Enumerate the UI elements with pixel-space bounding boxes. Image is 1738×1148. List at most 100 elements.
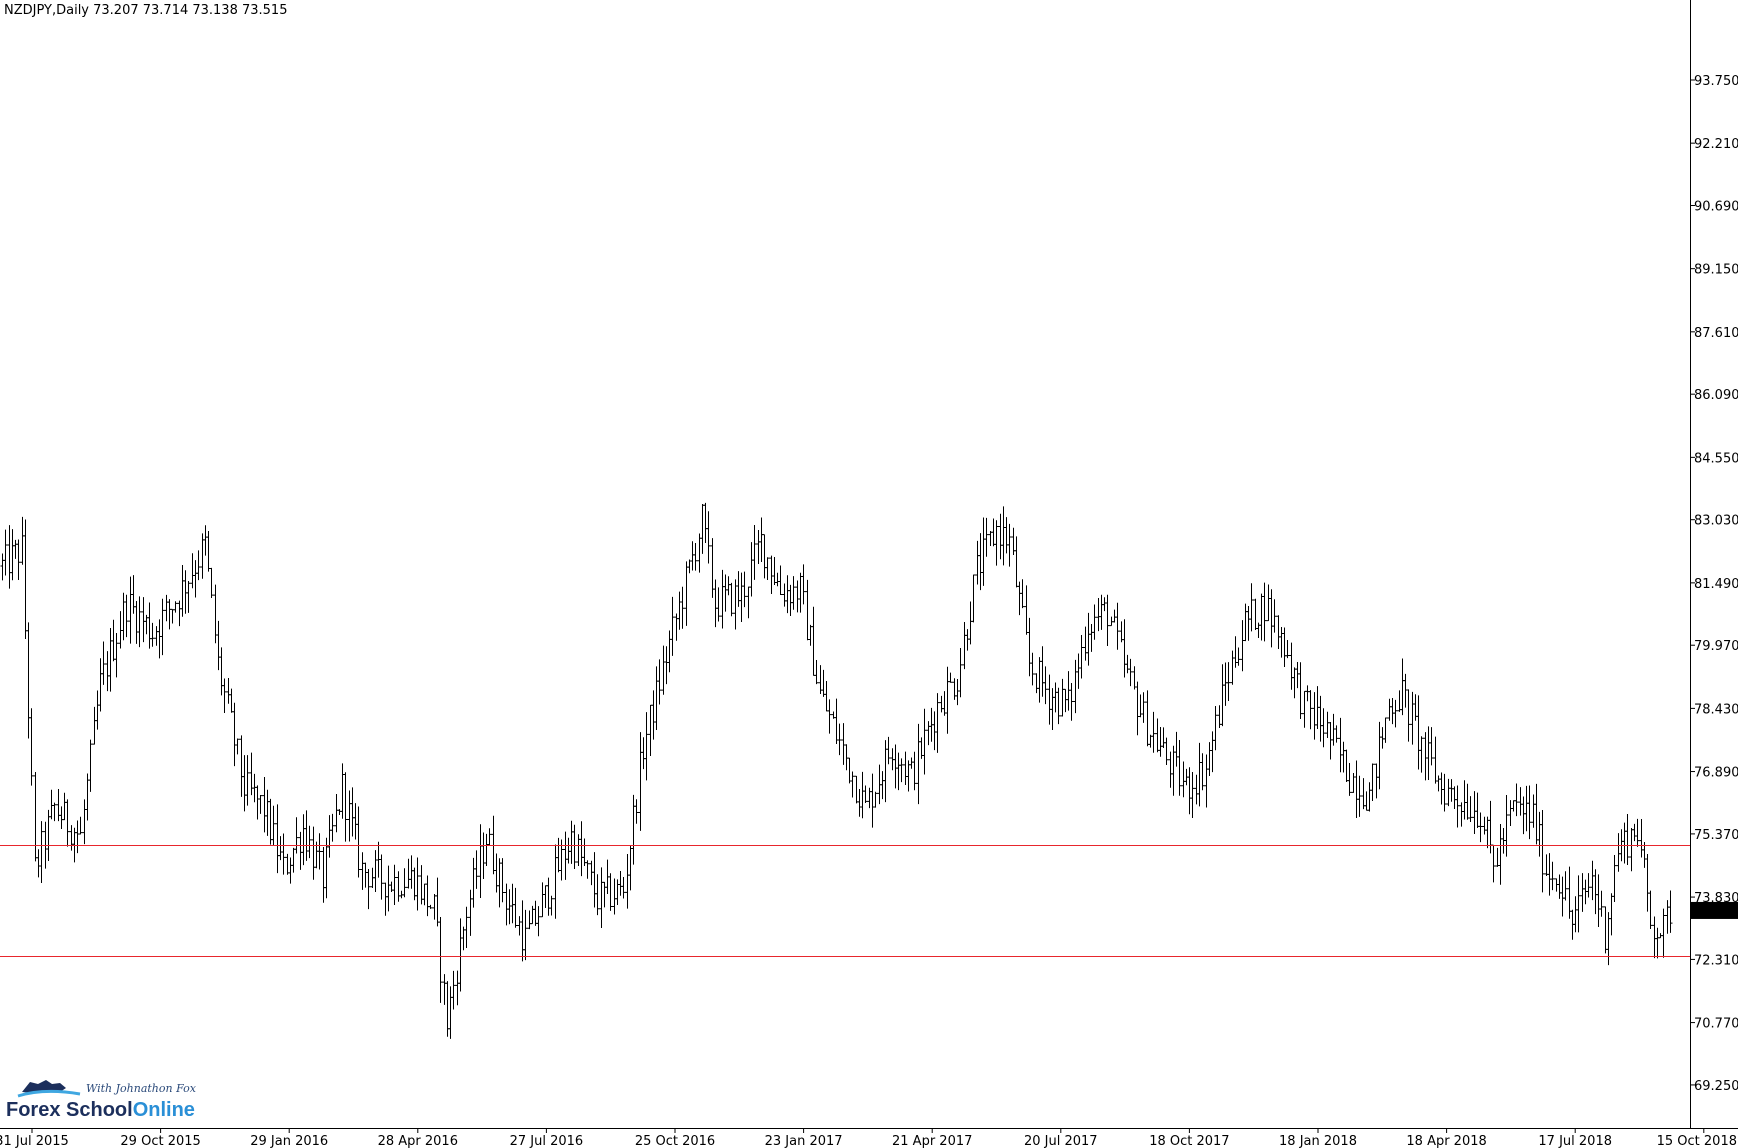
ohlc-bar — [474, 850, 479, 889]
ohlc-bar — [1550, 861, 1555, 891]
ohlc-bar — [343, 772, 348, 842]
ohlc-bar — [1236, 647, 1241, 666]
price-axis: 93.750 92.210 90.690 89.150 87.610 86.090 84.5… — [1690, 74, 1738, 1094]
ohlc-bar — [1020, 579, 1025, 609]
ohlc-bar — [88, 739, 93, 792]
ohlc-bar — [464, 906, 469, 949]
price-tick-label: 92.210 — [1694, 137, 1738, 152]
ohlc-bar — [222, 678, 227, 713]
ohlc-bar — [1321, 708, 1326, 748]
price-tick-label: 87.610 — [1694, 326, 1738, 341]
time-tick-label: 17 Jul 2018 — [1538, 1134, 1612, 1148]
ohlc-bar — [1115, 602, 1120, 650]
ohlc-bar — [706, 511, 711, 564]
time-tick-label: 27 Jul 2016 — [510, 1134, 584, 1148]
ohlc-bar — [1151, 711, 1156, 753]
ohlc-bar — [1177, 740, 1182, 796]
ohlc-bar — [1164, 737, 1169, 766]
time-tick-label: 23 Jan 2017 — [765, 1134, 843, 1148]
ohlc-bar — [1213, 706, 1218, 751]
watermark-brand-right: Online — [133, 1099, 195, 1121]
ohlc-bar — [1298, 662, 1303, 719]
ohlc-bar — [366, 868, 371, 910]
ohlc-bar — [294, 817, 299, 854]
ohlc-bar — [173, 601, 178, 613]
ohlc-bar — [124, 594, 129, 638]
ohlc-bar — [778, 565, 783, 596]
time-tick-label: 28 Apr 2016 — [378, 1134, 458, 1148]
ohlc-bar — [752, 524, 757, 580]
ohlc-bar — [1249, 583, 1254, 632]
ohlc-bar — [487, 828, 492, 846]
ohlc-bar — [160, 598, 165, 656]
ohlc-bar — [1141, 692, 1146, 723]
ohlc-bar — [948, 672, 953, 683]
ohlc-bar — [235, 738, 240, 755]
watermark-brand-left: Forex School — [6, 1099, 133, 1121]
price-tick-label: 69.250 — [1694, 1079, 1738, 1094]
ohlc-bar — [1668, 890, 1673, 933]
time-tick-label: 18 Apr 2018 — [1406, 1134, 1486, 1148]
ohlc-bar — [78, 816, 83, 835]
ohlc-bar — [886, 736, 891, 765]
price-tick-label: 89.150 — [1694, 263, 1738, 278]
ohlc-bar — [572, 824, 577, 870]
ohlc-bar — [1612, 855, 1617, 902]
ohlc-bar — [644, 712, 649, 781]
ohlc-bar — [1357, 775, 1362, 817]
ohlc-bar — [742, 571, 747, 608]
ohlc-bar — [271, 805, 276, 846]
price-tick-label: 83.030 — [1694, 514, 1738, 529]
ohlc-bar — [716, 587, 721, 622]
ohlc-bar — [258, 795, 263, 814]
ohlc-bar — [837, 723, 842, 756]
time-tick-label: 20 Jul 2017 — [1024, 1134, 1098, 1148]
ohlc-bar — [680, 586, 685, 629]
ohlc-bar — [245, 755, 250, 806]
ohlc-bar — [1527, 785, 1532, 840]
ohlc-bar — [1455, 785, 1460, 828]
ohlc-bar — [1419, 736, 1424, 773]
ohlc-bar — [317, 833, 322, 870]
ohlc-bar — [585, 860, 590, 879]
ohlc-bar — [765, 557, 770, 581]
ohlc-bar — [1661, 908, 1666, 958]
ohlc-bar — [281, 833, 286, 875]
ohlc-bar — [1625, 814, 1630, 866]
ohlc-bar — [1514, 783, 1519, 817]
price-tick-label: 93.750 — [1694, 74, 1738, 89]
watermark-tagline: With Johnathon Fox — [86, 1082, 197, 1095]
price-tick-label: 78.430 — [1694, 702, 1738, 717]
ohlc-bar — [1092, 604, 1097, 640]
ohlc-bar — [451, 970, 456, 1010]
ohlc-bar — [863, 785, 868, 803]
ohlc-bar — [52, 802, 57, 822]
ohlc-bar — [912, 751, 917, 791]
ohlc-bar — [595, 874, 600, 916]
ohlc-bar — [1128, 658, 1133, 687]
horizontal-lines — [0, 845, 1690, 957]
price-tick-label: 86.090 — [1694, 388, 1738, 403]
ohlc-bar — [1635, 818, 1640, 847]
ohlc-bar — [608, 873, 613, 911]
ohlc-bar — [209, 567, 214, 598]
time-axis: 31 Jul 2015 29 Oct 2015 29 Jan 2016 28 Apr … — [0, 1128, 1737, 1148]
ohlc-bar — [1576, 875, 1581, 933]
ohlc-bar — [814, 660, 819, 685]
ohlc-bar — [392, 864, 397, 906]
ohlc-bar — [827, 699, 832, 734]
time-tick-label: 29 Oct 2015 — [120, 1134, 200, 1148]
price-tick-label: 70.770 — [1694, 1017, 1738, 1032]
ohlc-bar — [1007, 523, 1012, 567]
ohlc-bar — [1540, 810, 1545, 893]
ohlc-bar — [958, 648, 963, 698]
ohlc-bar — [186, 581, 191, 613]
ohlc-bar — [1347, 763, 1352, 796]
ohlc-bar — [3, 529, 8, 576]
price-tick-label: 72.310 — [1694, 953, 1738, 968]
price-tick-label: 90.690 — [1694, 200, 1738, 215]
ohlc-bar — [670, 596, 675, 656]
ohlc-bars — [0, 502, 1673, 1039]
ohlc-bar — [428, 904, 433, 909]
